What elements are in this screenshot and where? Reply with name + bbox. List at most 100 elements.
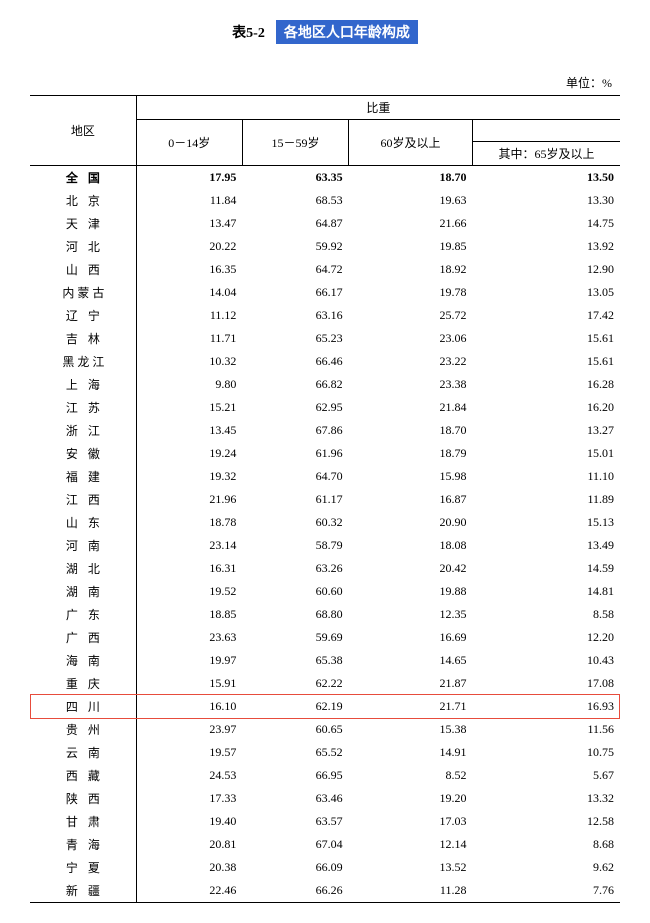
value-cell: 8.58: [472, 603, 620, 626]
value-cell: 19.52: [136, 580, 242, 603]
region-cell: 安徽: [30, 442, 136, 465]
value-cell: 60.60: [242, 580, 348, 603]
value-cell: 16.35: [136, 258, 242, 281]
table-row: 安徽19.2461.9618.7915.01: [30, 442, 620, 465]
value-cell: 15.61: [472, 327, 620, 350]
region-cell: 湖南: [30, 580, 136, 603]
value-cell: 13.27: [472, 419, 620, 442]
col-0-14: 0－14岁: [136, 120, 242, 166]
table-row: 青海20.8167.0412.148.68: [30, 833, 620, 856]
region-cell: 河南: [30, 534, 136, 557]
region-cell: 陕西: [30, 787, 136, 810]
table-row: 全国17.9563.3518.7013.50: [30, 166, 620, 190]
value-cell: 15.91: [136, 672, 242, 695]
value-cell: 58.79: [242, 534, 348, 557]
value-cell: 65.23: [242, 327, 348, 350]
value-cell: 11.56: [472, 718, 620, 741]
value-cell: 17.42: [472, 304, 620, 327]
col-60up: 60岁及以上: [349, 120, 473, 166]
value-cell: 19.88: [349, 580, 473, 603]
value-cell: 16.28: [472, 373, 620, 396]
value-cell: 25.72: [349, 304, 473, 327]
value-cell: 17.03: [349, 810, 473, 833]
value-cell: 66.09: [242, 856, 348, 879]
value-cell: 20.90: [349, 511, 473, 534]
value-cell: 12.58: [472, 810, 620, 833]
value-cell: 17.08: [472, 672, 620, 695]
value-cell: 20.22: [136, 235, 242, 258]
region-cell: 江西: [30, 488, 136, 511]
value-cell: 23.14: [136, 534, 242, 557]
value-cell: 9.62: [472, 856, 620, 879]
region-cell: 海南: [30, 649, 136, 672]
value-cell: 21.87: [349, 672, 473, 695]
region-cell: 福建: [30, 465, 136, 488]
value-cell: 13.32: [472, 787, 620, 810]
value-cell: 18.08: [349, 534, 473, 557]
age-composition-table: 地区 比重 0－14岁 15－59岁 60岁及以上 其中：65岁及以上 全国17…: [30, 95, 620, 903]
table-row: 云南19.5765.5214.9110.75: [30, 741, 620, 764]
value-cell: 60.65: [242, 718, 348, 741]
table-row: 宁夏20.3866.0913.529.62: [30, 856, 620, 879]
value-cell: 19.24: [136, 442, 242, 465]
region-cell: 内蒙古: [30, 281, 136, 304]
value-cell: 15.38: [349, 718, 473, 741]
value-cell: 17.33: [136, 787, 242, 810]
table-row: 贵州23.9760.6515.3811.56: [30, 718, 620, 741]
value-cell: 60.32: [242, 511, 348, 534]
value-cell: 18.78: [136, 511, 242, 534]
value-cell: 19.85: [349, 235, 473, 258]
value-cell: 23.97: [136, 718, 242, 741]
unit-label: 单位：%: [30, 74, 620, 91]
value-cell: 14.91: [349, 741, 473, 764]
value-cell: 66.46: [242, 350, 348, 373]
value-cell: 63.26: [242, 557, 348, 580]
value-cell: 14.81: [472, 580, 620, 603]
col-65up: 其中：65岁及以上: [472, 142, 620, 166]
value-cell: 15.98: [349, 465, 473, 488]
value-cell: 18.70: [349, 166, 473, 190]
value-cell: 64.87: [242, 212, 348, 235]
value-cell: 61.96: [242, 442, 348, 465]
value-cell: 15.13: [472, 511, 620, 534]
value-cell: 12.90: [472, 258, 620, 281]
col-proportion: 比重: [136, 96, 620, 120]
region-cell: 广东: [30, 603, 136, 626]
value-cell: 61.17: [242, 488, 348, 511]
value-cell: 19.78: [349, 281, 473, 304]
value-cell: 63.35: [242, 166, 348, 190]
value-cell: 22.46: [136, 879, 242, 903]
region-cell: 青海: [30, 833, 136, 856]
title-prefix: 表5-2: [232, 26, 265, 41]
value-cell: 65.38: [242, 649, 348, 672]
table-row: 江苏15.2162.9521.8416.20: [30, 396, 620, 419]
table-row: 山西16.3564.7218.9212.90: [30, 258, 620, 281]
value-cell: 23.38: [349, 373, 473, 396]
table-row: 陕西17.3363.4619.2013.32: [30, 787, 620, 810]
value-cell: 21.96: [136, 488, 242, 511]
region-cell: 上海: [30, 373, 136, 396]
table-row: 黑龙江10.3266.4623.2215.61: [30, 350, 620, 373]
value-cell: 66.26: [242, 879, 348, 903]
region-cell: 河北: [30, 235, 136, 258]
table-row: 河北20.2259.9219.8513.92: [30, 235, 620, 258]
value-cell: 66.82: [242, 373, 348, 396]
value-cell: 59.69: [242, 626, 348, 649]
value-cell: 23.22: [349, 350, 473, 373]
value-cell: 20.42: [349, 557, 473, 580]
region-cell: 全国: [30, 166, 136, 190]
region-cell: 西藏: [30, 764, 136, 787]
table-row: 西藏24.5366.958.525.67: [30, 764, 620, 787]
value-cell: 23.63: [136, 626, 242, 649]
value-cell: 15.21: [136, 396, 242, 419]
table-row: 吉林11.7165.2323.0615.61: [30, 327, 620, 350]
table-row: 内蒙古14.0466.1719.7813.05: [30, 281, 620, 304]
value-cell: 10.43: [472, 649, 620, 672]
value-cell: 15.61: [472, 350, 620, 373]
value-cell: 15.01: [472, 442, 620, 465]
value-cell: 5.67: [472, 764, 620, 787]
region-cell: 甘肃: [30, 810, 136, 833]
region-cell: 宁夏: [30, 856, 136, 879]
value-cell: 23.06: [349, 327, 473, 350]
value-cell: 62.95: [242, 396, 348, 419]
